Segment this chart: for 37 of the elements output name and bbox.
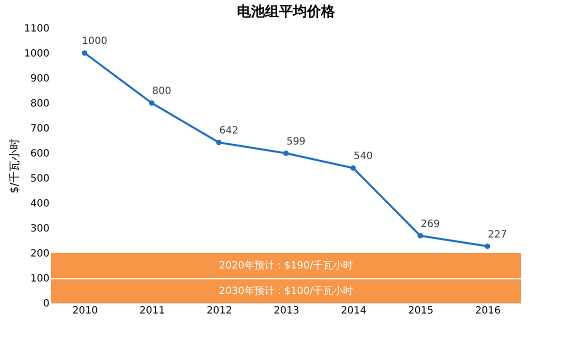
data-label: 642 [219,126,238,136]
point [82,50,88,56]
band-label: 2020年预计：$190/千瓦小时 [218,260,354,272]
point [148,100,154,106]
data-label: 269 [420,218,440,230]
x-tick-label: 2013 [274,306,300,316]
y-tick-label: 400 [30,198,50,210]
point [350,165,356,171]
point [418,233,424,238]
data-label: 540 [354,151,373,162]
y-tick-label: 100 [30,274,50,284]
y-tick-label: 200 [30,248,50,260]
point [283,150,289,156]
y-tick-label: 500 [30,174,50,184]
chart-title: 电池组平均价格 [237,4,336,20]
x-tick-label: 2011 [139,306,165,316]
y-tick-label: 300 [30,224,50,234]
data-label: 227 [488,229,507,240]
y-tick-label: 1000 [24,48,50,60]
y-tick-label: 600 [30,148,50,160]
x-tick-label: 2016 [475,306,501,316]
y-tick-label: 0 [43,298,50,310]
band-label: 2030年预计：$100/千瓦小时 [218,285,354,298]
point [484,244,490,249]
y-tick-label: 1100 [24,24,50,34]
x-tick-label: 2012 [206,306,232,316]
x-tick-label: 2010 [72,306,98,316]
data-label: 599 [286,136,306,148]
data-label: 1000 [82,36,108,47]
y-tick-label: 800 [30,98,50,110]
x-tick-label: 2014 [340,306,366,316]
data-label: 800 [152,86,172,97]
point [216,140,222,146]
y-tick-label: 900 [30,74,50,84]
y-axis-title: $/千瓦小时 [8,138,22,194]
x-tick-label: 2015 [408,306,434,316]
y-tick-label: 700 [30,124,50,134]
